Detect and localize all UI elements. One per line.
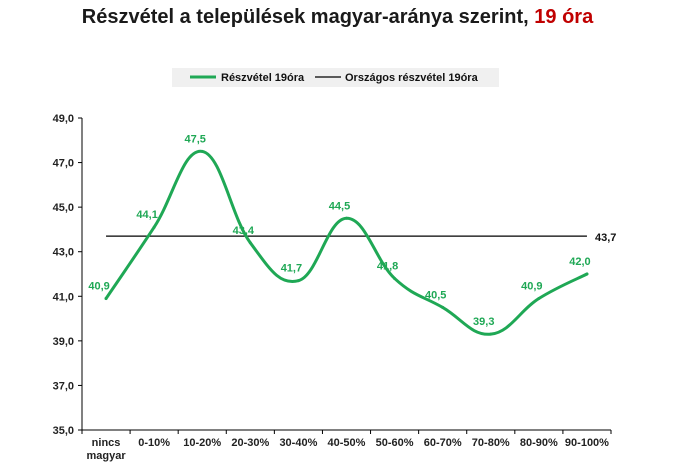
chart-title: Részvétel a települések magyar-aránya sz… (0, 6, 675, 29)
x-tick-label: 50-60% (376, 437, 414, 449)
chart-title-accent: 19 óra (534, 6, 594, 28)
reference-line-group: 43,7 (106, 232, 616, 244)
y-tick-label: 47,0 (53, 158, 74, 170)
y-tick-label: 37,0 (53, 380, 74, 392)
legend-label-national: Országos részvétel 19óra (345, 72, 479, 84)
chart-title-main: Részvétel a települések magyar-aránya sz… (81, 6, 529, 28)
x-tick-label: 10-20% (183, 437, 221, 449)
series-line-participation (104, 149, 589, 336)
x-tick-label: 80-90% (520, 437, 558, 449)
x-tick-label: 0-10% (138, 437, 170, 449)
data-point (585, 272, 589, 276)
x-tick-label: 40-50% (328, 437, 366, 449)
y-tick-label: 35,0 (53, 425, 74, 437)
x-tick-label: 60-70% (424, 437, 462, 449)
series-group (104, 149, 589, 336)
data-point (393, 276, 397, 280)
data-point (345, 216, 348, 220)
data-point (441, 305, 445, 309)
data-label: 41,7 (281, 263, 302, 275)
reference-line-label: 43,7 (595, 232, 616, 244)
data-label: 40,9 (521, 281, 542, 293)
data-point (104, 297, 108, 301)
data-label: 41,8 (377, 260, 398, 272)
data-point (200, 149, 204, 153)
legend-label-participation: Részvétel 19óra (221, 72, 305, 84)
data-point (296, 279, 300, 283)
x-tick-label: 30-40% (279, 437, 317, 449)
data-point (152, 225, 156, 229)
y-tick-label: 45,0 (53, 202, 74, 214)
data-labels: 40,9 44,1 47,5 43,4 41,7 44,5 41,8 40,5 39,3 40,9… (88, 133, 590, 328)
data-label: 42,0 (569, 256, 590, 268)
x-tick-label: 70-80% (472, 437, 510, 449)
axes: 35,0 37,0 39,0 41,0 43,0 45,0 47,0 49,0 nincs mag… (53, 113, 612, 462)
data-label: 40,9 (88, 281, 109, 293)
data-label: 47,5 (185, 133, 206, 145)
data-label: 44,5 (329, 200, 350, 212)
data-label: 39,3 (473, 316, 494, 328)
legend: Részvétel 19óra Országos részvétel 19óra (172, 68, 499, 87)
data-point (537, 297, 541, 301)
data-point (248, 241, 252, 245)
y-tick-label: 49,0 (53, 113, 74, 125)
data-label: 43,4 (233, 225, 255, 237)
data-label: 40,5 (425, 289, 446, 301)
x-tick-label: nincs magyar (86, 437, 126, 462)
x-tick-label: 90-100% (565, 437, 609, 449)
x-tick-label: 20-30% (231, 437, 269, 449)
data-point (489, 332, 493, 336)
y-tick-label: 39,0 (53, 336, 74, 348)
data-label: 44,1 (136, 209, 157, 221)
y-tick-label: 43,0 (53, 247, 74, 259)
y-tick-label: 41,0 (53, 291, 74, 303)
